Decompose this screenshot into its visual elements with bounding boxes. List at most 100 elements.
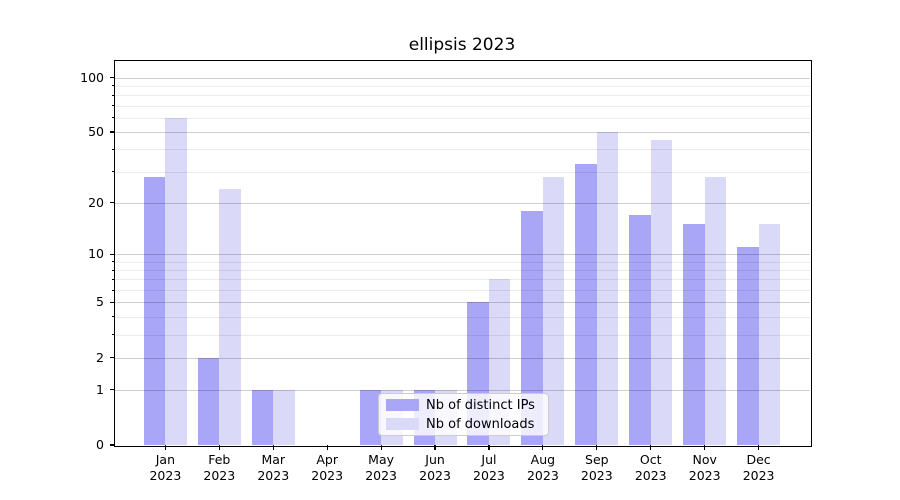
y-minor-tick <box>111 316 114 318</box>
legend-label-distinct-ips: Nb of distinct IPs <box>426 397 535 413</box>
x-tick-label-year: 2023 <box>419 467 451 483</box>
bar-downloads-Aug <box>542 176 565 445</box>
major-gridline <box>114 389 810 391</box>
bar-ips-Jan <box>143 176 166 445</box>
x-tick <box>650 445 652 450</box>
y-tick-label: 10 <box>88 246 104 262</box>
x-tick-label: Oct 2023 <box>616 452 686 483</box>
bar-downloads-Dec <box>758 224 781 445</box>
bar-ips-Aug <box>521 210 543 445</box>
x-tick-label-year: 2023 <box>688 467 721 483</box>
minor-gridline <box>114 261 810 263</box>
x-tick-label: Jan 2023 <box>130 452 200 483</box>
y-tick <box>109 131 114 133</box>
y-minor-tick <box>111 117 114 119</box>
x-tick <box>272 445 274 450</box>
legend-label-downloads: Nb of downloads <box>426 416 535 432</box>
bar-ips-Feb <box>197 357 220 445</box>
minor-gridline <box>114 316 810 318</box>
y-tick <box>109 444 114 446</box>
bar-ips-Mar <box>251 389 274 445</box>
x-tick-label-year: 2023 <box>742 467 775 483</box>
y-tick-label: 1 <box>96 381 104 397</box>
x-tick <box>218 445 220 450</box>
x-tick <box>488 445 490 450</box>
x-tick-label: Dec 2023 <box>724 452 794 483</box>
x-tick-label: Feb 2023 <box>184 452 254 483</box>
x-tick-label: Nov 2023 <box>670 452 740 483</box>
x-tick-label: Mar 2023 <box>238 452 308 483</box>
y-tick-label: 2 <box>96 349 104 365</box>
legend-item-downloads: Nb of downloads <box>386 417 548 432</box>
minor-gridline <box>114 270 810 272</box>
bar-downloads-Nov <box>704 176 727 445</box>
y-tick-label: 50 <box>88 124 104 139</box>
x-tick-label-year: 2023 <box>365 467 397 483</box>
x-tick <box>434 445 436 450</box>
x-tick-label-year: 2023 <box>311 467 344 483</box>
minor-gridline <box>114 105 810 107</box>
y-tick-label: 100 <box>80 69 104 85</box>
y-minor-tick <box>111 105 114 107</box>
x-tick-label-year: 2023 <box>473 467 505 483</box>
y-minor-tick <box>111 334 114 336</box>
minor-gridline <box>114 149 810 151</box>
y-tick <box>109 389 114 391</box>
x-tick <box>704 445 706 450</box>
x-tick <box>326 445 328 450</box>
minor-gridline <box>114 279 810 281</box>
x-tick <box>164 445 166 450</box>
minor-gridline <box>114 117 810 119</box>
x-tick <box>380 445 382 450</box>
x-tick-label: Sep 2023 <box>562 452 632 483</box>
minor-gridline <box>114 95 810 97</box>
x-tick-label-year: 2023 <box>149 467 182 483</box>
bar-downloads-Feb <box>219 188 241 445</box>
y-tick-label: 0 <box>96 437 104 452</box>
x-tick-label-year: 2023 <box>526 467 559 483</box>
minor-gridline <box>114 85 810 87</box>
x-tick <box>758 445 760 450</box>
x-tick <box>542 445 544 450</box>
y-minor-tick <box>111 278 114 280</box>
bar-ips-Sep <box>575 164 597 445</box>
x-tick-label: Aug 2023 <box>508 452 578 483</box>
legend-swatch-distinct-ips <box>386 398 419 412</box>
x-tick-label: Jun 2023 <box>400 452 470 483</box>
y-tick-label: 5 <box>96 294 104 310</box>
minor-gridline <box>114 290 810 292</box>
x-tick-label-year: 2023 <box>634 467 667 483</box>
y-minor-tick <box>111 94 114 96</box>
chart-title: ellipsis 2023 <box>408 35 516 55</box>
bar-downloads-Mar <box>273 389 295 445</box>
y-tick <box>109 202 114 204</box>
bar-downloads-Jan <box>165 117 187 445</box>
major-gridline <box>114 77 810 79</box>
y-tick <box>109 253 114 255</box>
major-gridline <box>114 132 810 133</box>
x-tick-label-year: 2023 <box>257 467 290 483</box>
x-tick-label-year: 2023 <box>580 467 613 483</box>
bar-ips-Dec <box>737 247 759 445</box>
minor-gridline <box>114 334 810 336</box>
major-gridline <box>114 357 810 359</box>
legend: Nb of distinct IPs Nb of downloads <box>378 393 549 436</box>
y-minor-tick <box>111 171 114 173</box>
bar-ips-Nov <box>683 224 705 445</box>
y-tick <box>109 356 114 359</box>
y-tick <box>109 77 114 79</box>
legend-swatch-downloads <box>386 417 419 431</box>
y-minor-tick <box>111 269 114 271</box>
bar-downloads-Sep <box>596 132 619 445</box>
y-minor-tick <box>111 148 114 150</box>
y-minor-tick <box>111 261 114 263</box>
x-tick <box>596 445 598 450</box>
major-gridline <box>114 202 810 204</box>
x-tick-label: Jul 2023 <box>454 452 524 483</box>
x-tick-label: Apr 2023 <box>292 452 362 483</box>
bar-ips-Oct <box>629 214 651 445</box>
bar-ips-May <box>359 389 382 445</box>
y-minor-tick <box>111 85 114 87</box>
y-tick <box>109 301 114 303</box>
y-tick-label: 20 <box>88 194 104 210</box>
